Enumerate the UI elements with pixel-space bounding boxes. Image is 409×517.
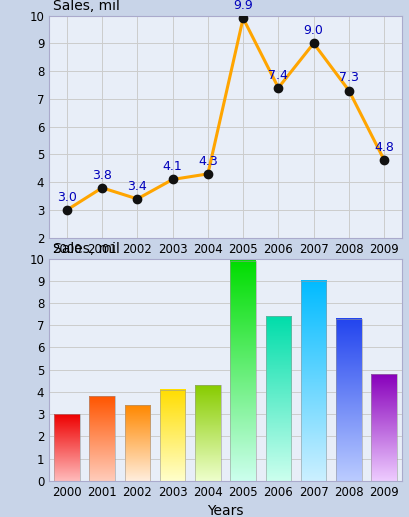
Bar	[230, 261, 255, 481]
Bar	[54, 414, 79, 481]
Text: 3.8: 3.8	[92, 169, 112, 181]
Text: 4.8: 4.8	[373, 141, 393, 154]
X-axis label: Years: Years	[207, 504, 243, 517]
Bar	[89, 397, 115, 481]
Text: 4.1: 4.1	[162, 160, 182, 173]
Text: 3.4: 3.4	[127, 180, 147, 193]
Bar	[371, 374, 396, 481]
Text: 9.0: 9.0	[303, 24, 323, 37]
Text: 3.0: 3.0	[57, 191, 76, 204]
X-axis label: Years: Years	[207, 261, 243, 275]
Text: Sales, mil: Sales, mil	[53, 0, 119, 13]
Bar	[195, 385, 220, 481]
Bar	[265, 316, 290, 481]
Bar	[124, 405, 150, 481]
Text: Sales, mil: Sales, mil	[53, 242, 119, 256]
Text: 9.9: 9.9	[233, 0, 252, 12]
Text: 7.4: 7.4	[268, 69, 288, 82]
Text: 7.3: 7.3	[338, 71, 358, 84]
Bar	[300, 281, 326, 481]
Text: 4.3: 4.3	[198, 155, 217, 168]
Bar	[160, 390, 185, 481]
Bar	[335, 318, 361, 481]
